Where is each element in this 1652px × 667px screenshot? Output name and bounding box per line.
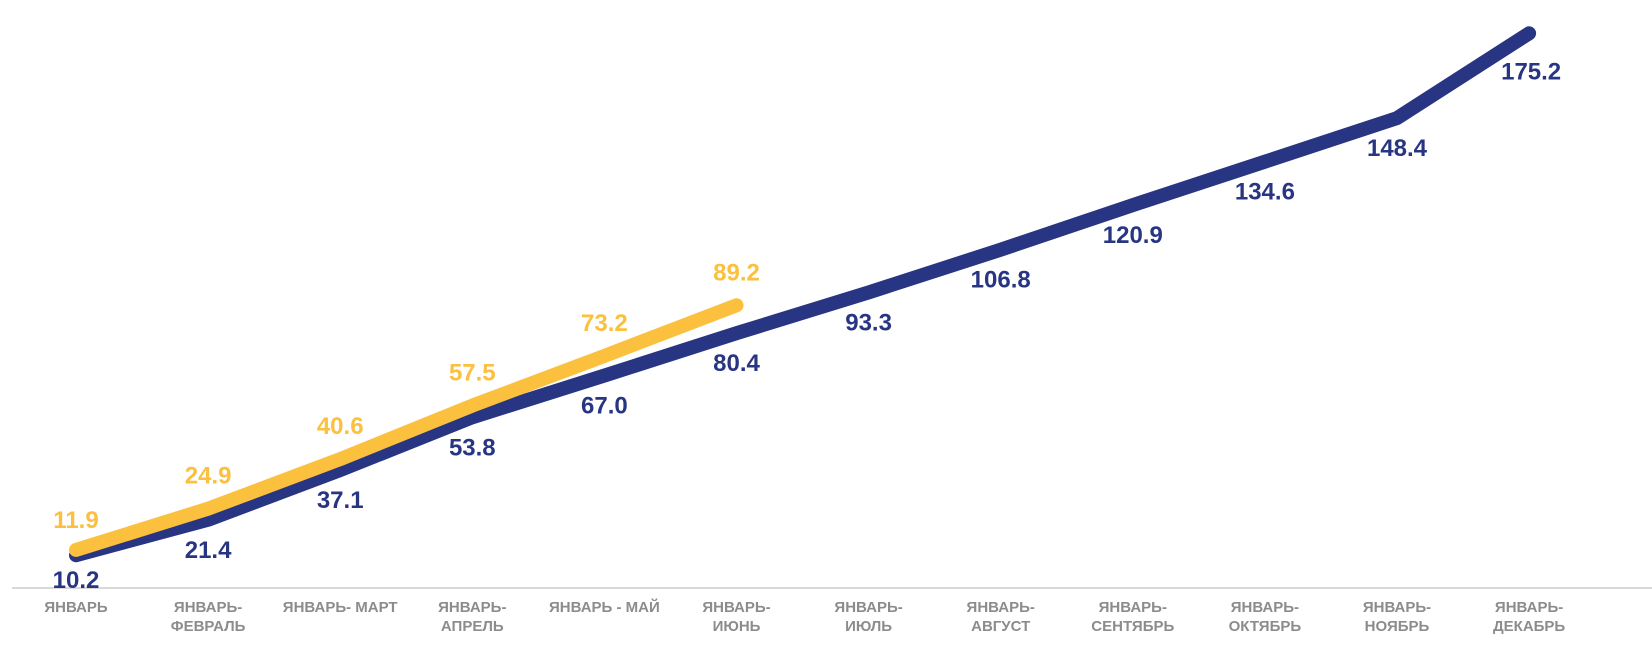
series-2-line [69, 298, 744, 557]
x-tick-label: ЯНВАРЬ- АПРЕЛЬ [438, 599, 506, 635]
x-tick-label-line: ЯНВАРЬ- [1495, 599, 1563, 616]
series-1-data-label: 106.8 [971, 267, 1031, 294]
x-tick-label-line: СЕНТЯБРЬ [1091, 618, 1174, 635]
series-2-data-label: 89.2 [713, 259, 760, 286]
x-tick-label-line: ОКТЯБРЬ [1229, 618, 1302, 635]
series-2-data-label: 11.9 [53, 507, 98, 534]
x-tick-label-line: АВГУСТ [971, 618, 1030, 635]
x-tick-label-line: ИЮНЬ [713, 618, 761, 635]
x-tick-label-line: ЯНВАРЬ- [967, 599, 1035, 616]
series-1-data-label: 10.2 [53, 567, 100, 594]
x-tick-label-line: НОЯБРЬ [1365, 618, 1430, 635]
x-tick-label-line: ЯНВАРЬ- [1363, 599, 1431, 616]
x-tick-label-line: ДЕКАБРЬ [1493, 618, 1565, 635]
x-tick-label: ЯНВАРЬ- СЕНТЯБРЬ [1091, 599, 1174, 635]
x-tick-label: ЯНВАРЬ - МАЙ [549, 598, 660, 616]
x-tick-label-line: ЯНВАРЬ [44, 599, 108, 616]
x-tick-label-line: ЯНВАРЬ- [438, 599, 506, 616]
series-1-data-label: 93.3 [845, 309, 892, 336]
series-1-data-label: 21.4 [185, 537, 232, 564]
x-tick-label-line: ИЮЛЬ [845, 618, 892, 635]
x-tick-label-line: ЯНВАРЬ- [834, 599, 902, 616]
x-tick-label: ЯНВАРЬ [44, 599, 108, 616]
series-layer [69, 26, 1537, 563]
x-tick-label-line: ЯНВАРЬ- [702, 599, 770, 616]
x-tick-label-line: АПРЕЛЬ [441, 618, 504, 635]
series-1-data-label: 67.0 [581, 393, 628, 420]
x-tick-label-line: ЯНВАРЬ- [1099, 599, 1167, 616]
x-tick-layer: ЯНВАРЬ ЯНВАРЬ- ФЕВРАЛЬ ЯНВАРЬ- МАРТ ЯНВАРЬ- А… [44, 598, 1565, 635]
x-tick-label-line: ФЕВРАЛЬ [171, 618, 246, 635]
series-1-data-label: 120.9 [1103, 222, 1163, 249]
series-1-data-label: 80.4 [713, 350, 760, 377]
x-tick-label-line: ЯНВАРЬ- [174, 599, 242, 616]
series-1-line [69, 26, 1537, 563]
series-2-data-label: 57.5 [449, 360, 496, 387]
data-label-layer: 10.2 21.4 37.1 53.8 67.0 80.4 93.3 106.8 120.9 13… [53, 58, 1562, 594]
x-tick-label: ЯНВАРЬ- ОКТЯБРЬ [1229, 599, 1302, 635]
series-2-data-label: 24.9 [185, 463, 232, 490]
series-1-data-label: 134.6 [1235, 179, 1295, 206]
x-tick-label: ЯНВАРЬ- НОЯБРЬ [1363, 599, 1431, 635]
series-1-data-label: 37.1 [317, 487, 364, 514]
x-tick-label: ЯНВАРЬ- ФЕВРАЛЬ [171, 599, 246, 635]
series-1-data-label: 53.8 [449, 434, 496, 461]
series-2-data-label: 40.6 [317, 413, 364, 440]
x-tick-label-line: ЯНВАРЬ - МАЙ [549, 598, 660, 616]
series-1-data-label: 148.4 [1367, 135, 1428, 162]
x-tick-label: ЯНВАРЬ- ИЮНЬ [702, 599, 770, 635]
x-tick-label-line: ЯНВАРЬ- [1231, 599, 1299, 616]
x-tick-label: ЯНВАРЬ- ДЕКАБРЬ [1493, 599, 1565, 635]
x-tick-label-line: ЯНВАРЬ- МАРТ [283, 599, 398, 616]
series-2-data-label: 73.2 [581, 310, 628, 337]
x-tick-label: ЯНВАРЬ- МАРТ [283, 599, 398, 616]
series-1-data-label: 175.2 [1501, 58, 1561, 85]
x-tick-label: ЯНВАРЬ- ИЮЛЬ [834, 599, 902, 635]
x-tick-label: ЯНВАРЬ- АВГУСТ [967, 599, 1035, 635]
